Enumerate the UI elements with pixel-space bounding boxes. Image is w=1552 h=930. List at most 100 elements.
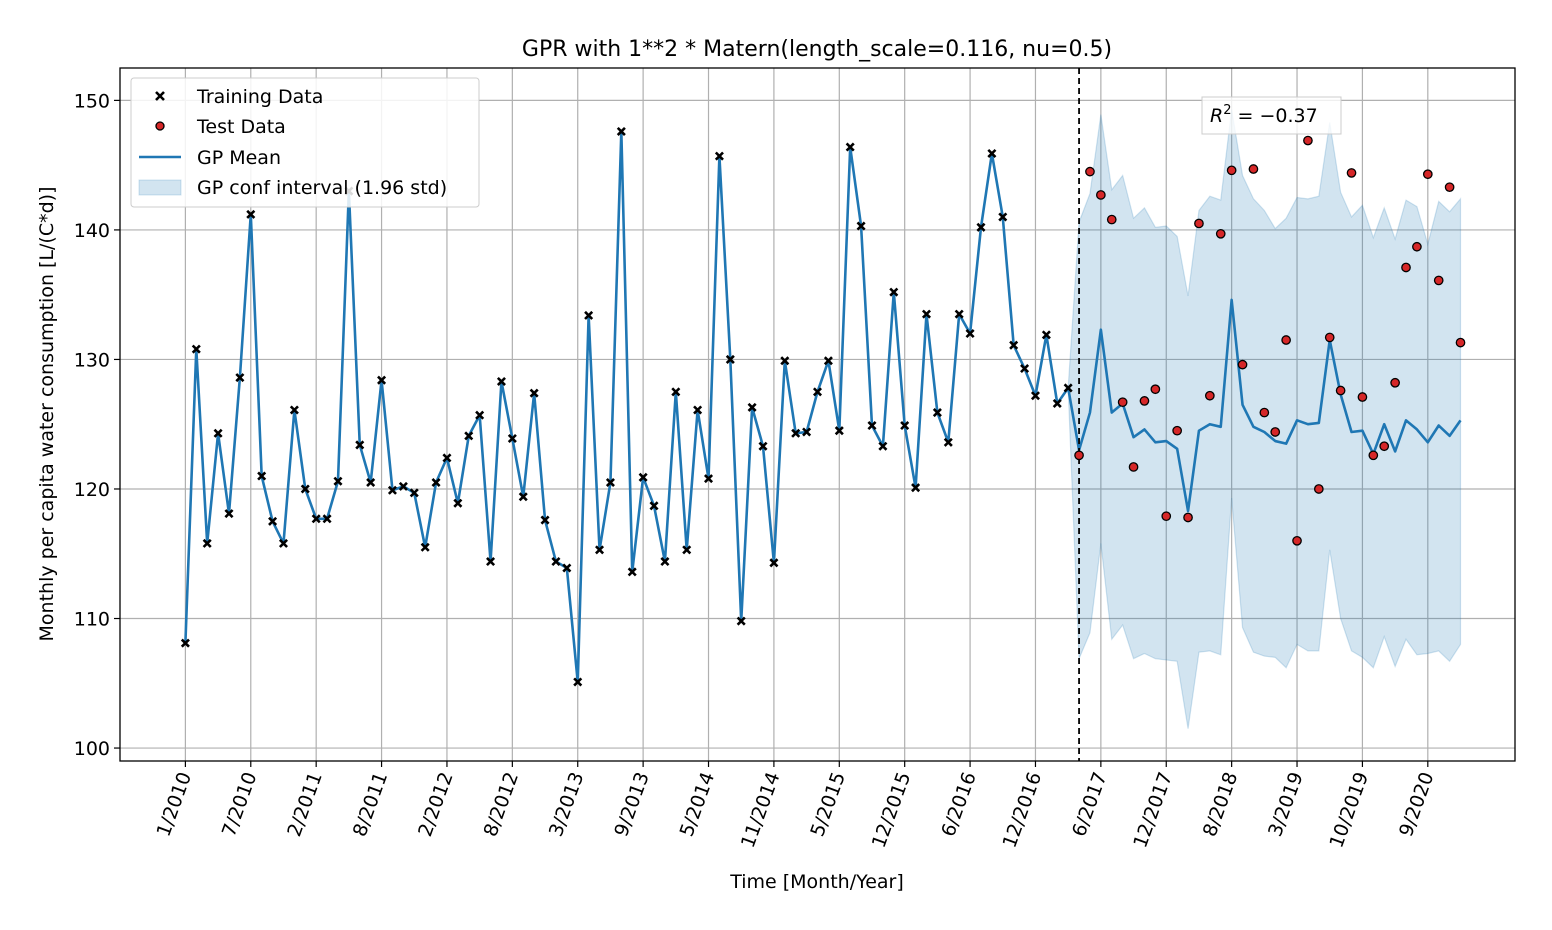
test-point <box>1270 427 1281 437</box>
training-point <box>584 310 594 320</box>
test-point <box>1346 168 1357 178</box>
test-point <box>1422 169 1433 180</box>
annotation-superscript: 2 <box>1223 103 1231 118</box>
legend-item-training: Training Data <box>155 86 323 108</box>
training-point <box>398 481 408 491</box>
training-point <box>278 538 288 548</box>
training-point <box>464 431 474 441</box>
training-point <box>387 485 397 495</box>
test-point <box>1379 441 1390 452</box>
test-point <box>1237 359 1248 370</box>
training-point <box>965 329 975 339</box>
legend-item-test: Test Data <box>155 116 286 138</box>
training-point <box>802 427 812 437</box>
training-point <box>845 142 855 152</box>
test-point <box>1444 182 1455 193</box>
training-point <box>791 428 801 438</box>
test-point <box>1215 228 1226 239</box>
training-point <box>333 476 343 486</box>
legend-label-test: Test Data <box>196 116 286 138</box>
training-point <box>987 148 997 159</box>
gp-mean-line <box>184 130 1462 684</box>
legend-label-gp-mean: GP Mean <box>197 147 281 169</box>
test-point <box>1150 384 1161 395</box>
training-point <box>703 474 714 484</box>
test-point <box>1204 390 1215 401</box>
training-point <box>747 402 757 412</box>
legend-x-marker-icon <box>155 91 165 101</box>
training-point <box>1009 340 1019 350</box>
training-point <box>202 538 212 548</box>
test-point <box>1172 425 1182 436</box>
y-tick-label: 150 <box>74 90 110 112</box>
test-point <box>1226 165 1237 176</box>
training-point <box>976 222 986 232</box>
legend-box <box>130 77 480 208</box>
training-point <box>900 420 910 431</box>
test-point <box>1313 484 1324 494</box>
y-tick-label: 110 <box>74 609 110 631</box>
training-point <box>595 545 605 555</box>
training-point <box>889 287 899 297</box>
training-point <box>551 557 561 567</box>
training-point <box>300 484 310 494</box>
test-point <box>1106 214 1117 225</box>
training-point <box>377 375 387 385</box>
training-point <box>562 563 572 573</box>
training-point <box>366 477 376 488</box>
test-point <box>1117 397 1128 408</box>
training-point <box>322 514 332 524</box>
training-point <box>921 309 932 319</box>
annotation-value: = −0.37 <box>1231 105 1317 127</box>
y-tick-label: 120 <box>74 479 110 501</box>
training-point <box>627 567 637 577</box>
test-point <box>1281 335 1291 345</box>
x-axis-label: Time [Month/Year] <box>729 871 904 893</box>
test-point <box>1455 337 1466 348</box>
training-point <box>693 405 703 415</box>
training-point <box>638 472 648 482</box>
annotation-box <box>1201 96 1342 135</box>
training-point <box>420 542 430 552</box>
test-point <box>1074 450 1084 461</box>
legend-item-gp-mean: GP Mean <box>139 147 281 169</box>
training-point <box>573 677 583 687</box>
test-point <box>1368 450 1379 461</box>
training-point <box>1020 363 1030 374</box>
test-point <box>1401 262 1411 273</box>
training-point <box>943 437 953 447</box>
training-point <box>932 408 942 418</box>
y-tick-label: 140 <box>74 220 110 242</box>
training-point <box>453 498 463 508</box>
training-point <box>431 477 441 488</box>
test-point <box>1248 164 1259 174</box>
training-point <box>671 387 681 397</box>
test-point <box>1161 511 1172 522</box>
training-point <box>311 514 321 524</box>
training-point <box>268 516 278 526</box>
y-tick-label: 130 <box>74 349 110 371</box>
training-point <box>758 441 768 451</box>
gp-mean-layer <box>184 130 1462 684</box>
training-point <box>769 558 779 568</box>
test-point <box>1324 332 1335 343</box>
training-point <box>736 616 746 626</box>
training-point <box>1041 330 1051 340</box>
plot-frame <box>119 67 1516 762</box>
y-tick-label: 100 <box>74 738 110 760</box>
training-point <box>725 354 735 364</box>
legend: Training Data Test Data GP Mean GP conf … <box>130 77 480 208</box>
training-point <box>867 420 877 431</box>
training-point <box>682 545 692 555</box>
training-point <box>213 428 223 438</box>
y-axis-ticks: 100 110 120 130 140 150 <box>74 90 120 760</box>
training-point <box>518 492 528 502</box>
training-point <box>496 376 506 386</box>
test-point <box>1128 462 1139 472</box>
training-point <box>616 126 626 136</box>
training-point <box>998 212 1008 222</box>
training-point <box>780 356 790 366</box>
y-axis-label: Monthly per capita water consumption [L/… <box>36 187 58 642</box>
training-point <box>355 440 365 450</box>
